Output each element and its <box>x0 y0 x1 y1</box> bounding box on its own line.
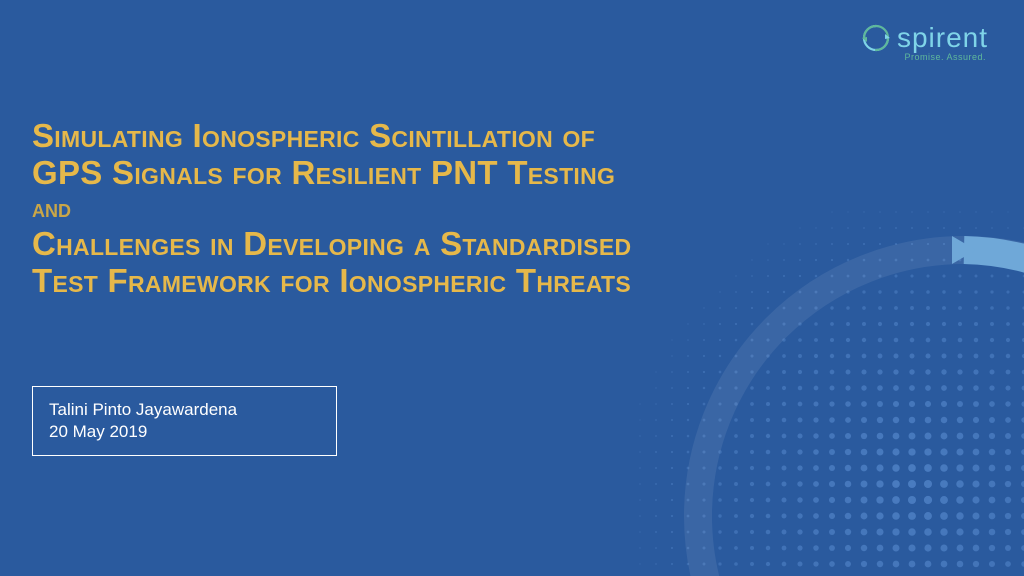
author-name: Talini Pinto Jayawardena <box>49 399 316 421</box>
title-line-1: Simulating Ionospheric Scintillation of <box>32 118 904 155</box>
slide: spirent Promise. Assured. Simulating Ion… <box>0 0 1024 576</box>
logo-mark-icon <box>861 23 891 53</box>
author-box: Talini Pinto Jayawardena 20 May 2019 <box>32 386 337 456</box>
logo-tagline: Promise. Assured. <box>861 52 988 62</box>
title-line-2: GPS Signals for Resilient PNT Testing <box>32 155 904 192</box>
brand-logo: spirent Promise. Assured. <box>861 22 988 62</box>
presentation-date: 20 May 2019 <box>49 421 316 443</box>
title-block: Simulating Ionospheric Scintillation of … <box>32 118 904 300</box>
title-line-4: Test Framework for Ionospheric Threats <box>32 263 904 300</box>
logo-text: spirent <box>897 22 988 54</box>
title-and: and <box>32 192 904 226</box>
title-line-3: Challenges in Developing a Standardised <box>32 226 904 263</box>
